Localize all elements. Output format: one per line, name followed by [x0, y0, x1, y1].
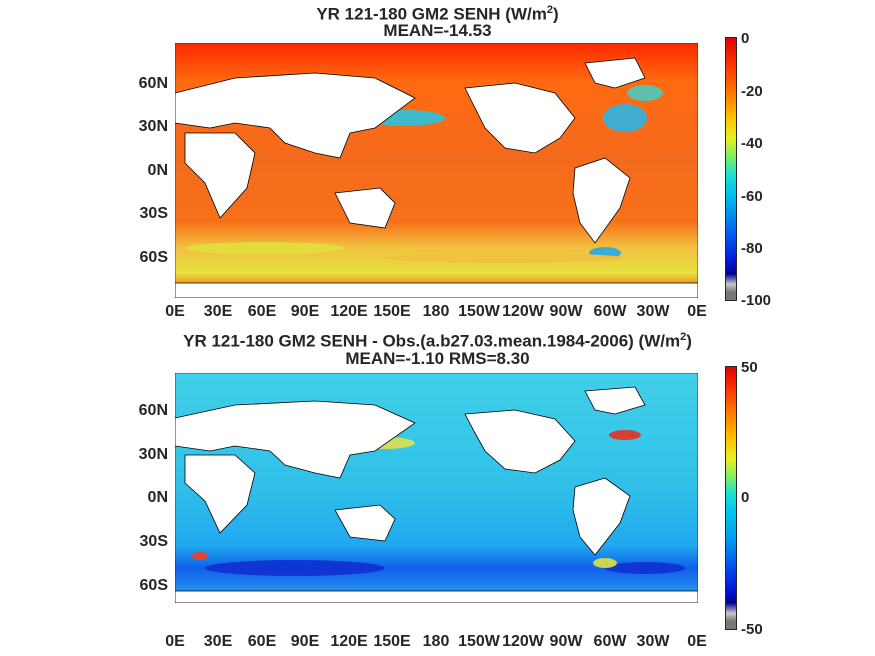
bottom-panel-subtitle: MEAN=-1.10 RMS=8.30	[345, 349, 530, 368]
top-land	[175, 57, 698, 298]
top-x-tick: 180	[422, 303, 450, 320]
top-y-tick: 30S	[139, 205, 168, 222]
top-x-tick: 90E	[290, 303, 320, 320]
bottom-x-tick: 0E	[687, 633, 707, 650]
bottom-cb-tick: 50	[741, 359, 758, 376]
top-cb-tick: -100	[741, 292, 772, 309]
bottom-y-tick: 30S	[139, 533, 168, 550]
bottom-y-tick: 60N	[138, 402, 168, 419]
bottom-x-tick: 60W	[593, 633, 627, 650]
bottom-title-sup: 2	[680, 331, 687, 343]
top-cb-tick: -60	[741, 188, 763, 205]
bottom-x-tick: 180	[422, 633, 450, 650]
bottom-x-tick: 150E	[373, 633, 411, 650]
bottom-x-tick: 90E	[290, 633, 320, 650]
bottom-cb-tick: 0	[741, 489, 750, 506]
top-y-tick: 60S	[139, 249, 168, 266]
bottom-y-tick: 0N	[147, 489, 168, 506]
top-x-tick: 90W	[549, 303, 583, 320]
top-cb-tick: -20	[741, 83, 763, 100]
top-panel-title: YR 121-180 GM2 SENH (W/m2)	[0, 0, 875, 25]
bottom-x-tick: 120W	[502, 633, 544, 650]
top-x-tick: 60E	[247, 303, 277, 320]
top-x-tick: 120E	[330, 303, 368, 320]
top-cb-tick: -80	[741, 240, 763, 257]
bottom-colorbar	[725, 366, 737, 630]
top-x-tick: 120W	[502, 303, 544, 320]
top-x-tick: 30W	[636, 303, 670, 320]
bottom-title-close: )	[686, 331, 692, 351]
bottom-cb-tick: -50	[741, 621, 763, 638]
top-x-tick: 0E	[165, 303, 185, 320]
bottom-x-tick: 60E	[247, 633, 277, 650]
bottom-land	[175, 386, 698, 603]
bottom-y-tick: 60S	[139, 577, 168, 594]
top-x-tick: 60W	[593, 303, 627, 320]
bottom-x-tick: 0E	[165, 633, 185, 650]
top-title-sup: 2	[546, 4, 553, 16]
top-panel-subtitle: MEAN=-14.53	[383, 21, 492, 40]
top-x-tick: 30E	[203, 303, 233, 320]
top-x-tick: 0E	[687, 303, 707, 320]
bottom-y-tick: 30N	[138, 446, 168, 463]
bottom-x-tick: 90W	[549, 633, 583, 650]
top-cb-tick: 0	[741, 30, 750, 47]
top-y-tick: 0N	[147, 162, 168, 179]
top-y-tick: 60N	[138, 75, 168, 92]
top-cb-tick: -40	[741, 135, 763, 152]
top-title-close: )	[552, 4, 559, 24]
top-colorbar	[725, 37, 737, 301]
top-y-tick: 30N	[138, 118, 168, 135]
bottom-x-tick: 30E	[203, 633, 233, 650]
bottom-x-tick: 150W	[458, 633, 500, 650]
bottom-panel-title: YR 121-180 GM2 SENH - Obs.(a.b27.03.mean…	[0, 327, 875, 352]
top-x-tick: 150E	[373, 303, 411, 320]
top-title-text: YR 121-180 GM2 SENH (W/m	[316, 4, 547, 24]
top-map	[175, 43, 698, 298]
bottom-x-tick: 30W	[636, 633, 670, 650]
bottom-map	[175, 373, 698, 603]
top-x-tick: 150W	[458, 303, 500, 320]
top-warm-patches	[185, 85, 663, 263]
bottom-x-tick: 120E	[330, 633, 368, 650]
bottom-title-text: YR 121-180 GM2 SENH - Obs.(a.b27.03.mean…	[183, 331, 681, 351]
